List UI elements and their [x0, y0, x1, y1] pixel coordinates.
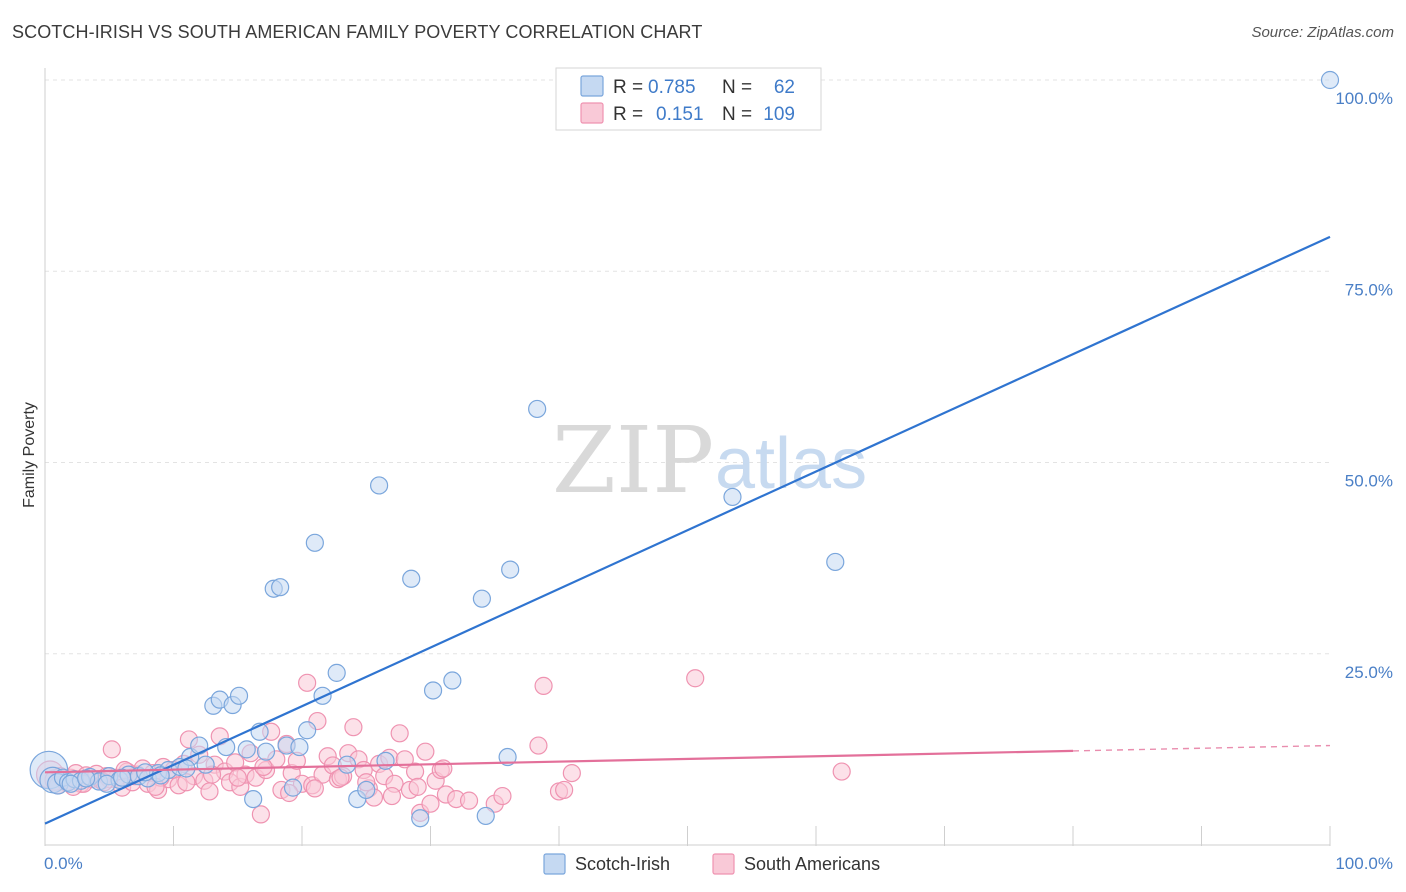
south-americans-point [395, 750, 414, 769]
scotch-irish-point [244, 789, 263, 809]
bottom-legend-label-scotch-irish: Scotch-Irish [575, 854, 670, 874]
scotch-irish-point [1320, 70, 1340, 90]
south-americans-point [298, 673, 317, 692]
scotch-irish-point [370, 476, 389, 495]
scotch-irish-point [237, 740, 256, 759]
gridlines [45, 79, 1330, 655]
south-americans-point [200, 782, 219, 801]
legend-n-label: N = [722, 77, 752, 98]
scotch-irish-point [476, 806, 495, 826]
legend-swatch-south-americans [580, 102, 604, 124]
south-americans-point [493, 786, 512, 806]
chart-title: SCOTCH-IRISH VS SOUTH AMERICAN FAMILY PO… [12, 22, 703, 42]
y-tick-label: 75.0% [1345, 280, 1393, 299]
south-americans-point [382, 786, 402, 806]
legend-n-label: N = [722, 104, 752, 125]
scotch-irish-trend-line [44, 235, 1331, 825]
scotch-irish-point [826, 552, 845, 572]
scotch-irish-point [196, 755, 215, 774]
tick-labels: 25.0% 50.0% 75.0% 100.0% 0.0% 100.0% [44, 89, 1393, 873]
south-americans-point [534, 676, 553, 695]
south-americans-point [459, 791, 479, 810]
scotch-irish-point [271, 578, 290, 597]
scotch-irish-point [298, 721, 317, 740]
trend-lines [44, 235, 1331, 825]
legend-r-label: R = [613, 104, 643, 125]
scotch-irish-point [376, 751, 395, 770]
y-tick-label: 25.0% [1345, 663, 1393, 682]
y-axis-title: Family Poverty [21, 402, 38, 508]
scotch-irish-point [112, 768, 132, 787]
scotch-irish-point [256, 742, 276, 761]
south-americans-point [251, 805, 270, 824]
south-americans-point [555, 780, 574, 800]
bottom-legend-swatch-south-americans [712, 853, 735, 875]
scotch-irish-point [229, 686, 249, 705]
scotch-irish-point [337, 755, 357, 774]
watermark: ZIP atlas [552, 407, 867, 514]
y-tick-label: 100.0% [1335, 89, 1393, 108]
bottom-legend-label-south-americans: South Americans [744, 854, 880, 874]
south-americans-point [228, 768, 247, 787]
south-americans-point [562, 763, 581, 783]
south-americans-point [408, 777, 427, 796]
south-americans-trend-line [44, 749, 1074, 774]
legend-r-label: R = [613, 77, 643, 98]
south-americans-point [832, 762, 851, 781]
south-americans-point [390, 724, 409, 743]
legend-n-value: 109 [763, 104, 795, 125]
scotch-irish-point [501, 560, 520, 579]
series-legend: Scotch-Irish South Americans [543, 853, 880, 875]
scotch-irish-point [423, 681, 443, 700]
scotch-irish-point [97, 774, 116, 793]
scotch-irish-point [472, 589, 491, 608]
scotch-irish-point [327, 663, 346, 682]
south-americans-point [434, 759, 453, 778]
chart-source: Source: ZipAtlas.com [1251, 24, 1394, 41]
scotch-irish-point [290, 737, 309, 757]
south-americans-point [305, 779, 324, 798]
scotch-irish-point [61, 774, 80, 793]
scotch-irish-point [528, 399, 547, 419]
correlation-legend: R = 0.785 N = 62 R = 0.151 N = 109 [555, 67, 822, 131]
south-americans-point [686, 669, 705, 688]
south-americans-point [416, 742, 435, 761]
scotch-irish-point [402, 569, 421, 588]
legend-swatch-scotch-irish [580, 75, 604, 97]
scotch-irish-point [723, 487, 742, 507]
legend-r-value: 0.785 [648, 77, 696, 98]
south-americans-point [102, 740, 121, 759]
scotch-irish-point [77, 769, 96, 788]
x-tick-label: 100.0% [1335, 854, 1393, 873]
watermark-atlas: atlas [715, 424, 867, 504]
x-tick-label: 0.0% [44, 854, 83, 873]
south-americans-point [344, 718, 363, 737]
axes [44, 68, 1331, 846]
legend-r-value: 0.151 [656, 104, 704, 125]
scotch-irish-point [357, 780, 376, 800]
south-americans-trend-extension [1072, 744, 1331, 752]
scotch-irish-point [443, 671, 462, 690]
scotch-irish-point [498, 747, 517, 767]
watermark-zip: ZIP [552, 407, 714, 514]
scotch-irish-point [305, 533, 324, 552]
y-tick-label: 50.0% [1345, 472, 1393, 491]
south-americans-point [529, 736, 548, 755]
bottom-legend-swatch-scotch-irish [543, 853, 566, 875]
south-americans-point [421, 794, 440, 813]
scotch-irish-point [411, 809, 430, 828]
scotch-irish-point [283, 778, 303, 797]
legend-n-value: 62 [774, 77, 795, 98]
data-points [29, 70, 1340, 828]
